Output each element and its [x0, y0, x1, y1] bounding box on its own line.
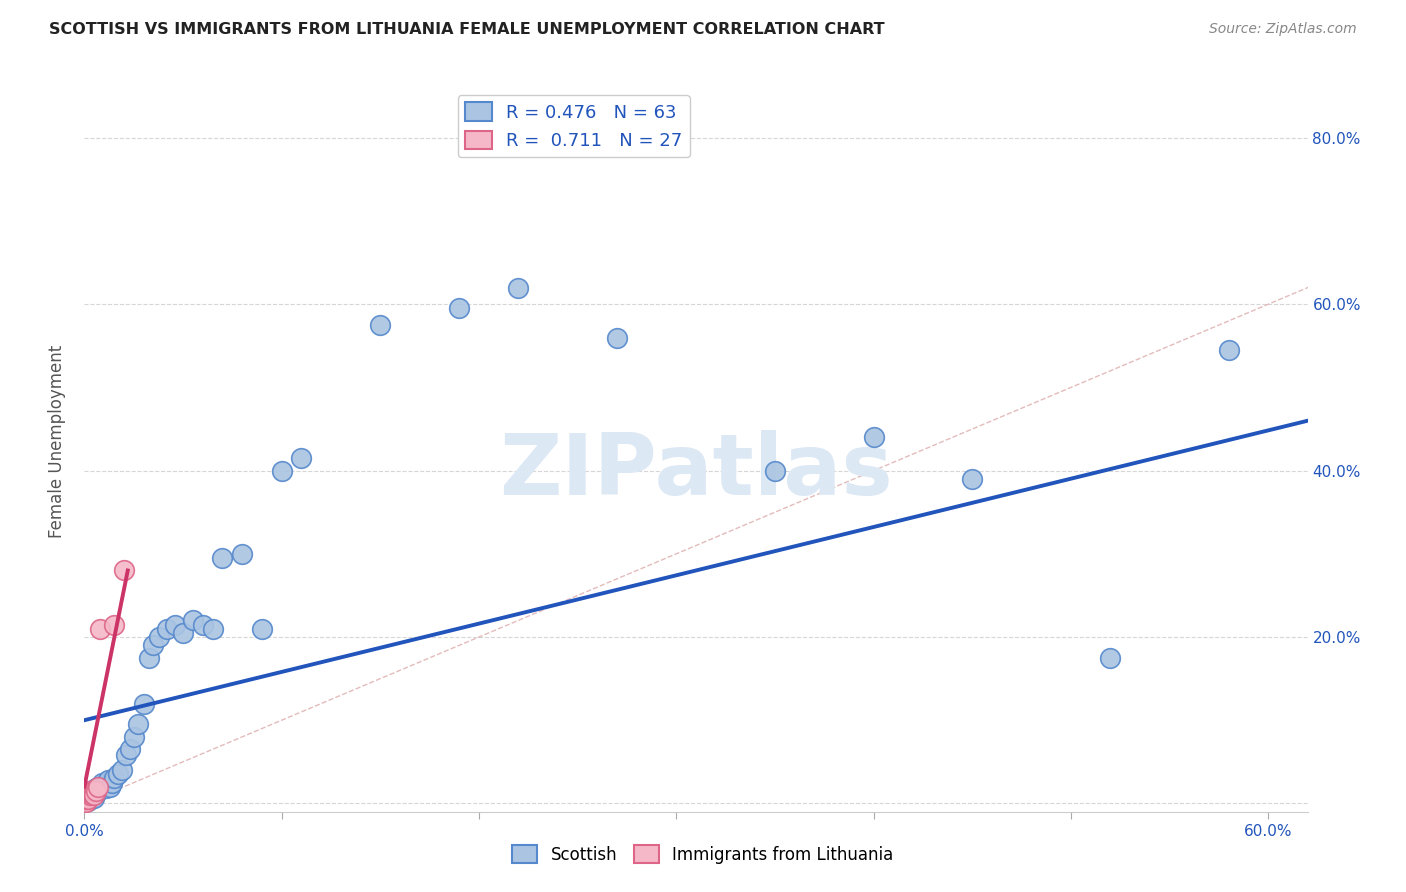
Point: [79, 789, 101, 804]
Point: [83, 784, 105, 798]
Point: [201, 622, 224, 636]
Point: [75, 791, 97, 805]
Point: [77, 792, 100, 806]
Text: ZIPatlas: ZIPatlas: [499, 430, 893, 513]
Point: [82, 784, 104, 798]
Point: [77, 789, 100, 804]
Point: [75, 792, 97, 806]
Legend: R = 0.476   N = 63, R =  0.711   N = 27: R = 0.476 N = 63, R = 0.711 N = 27: [457, 95, 690, 157]
Point: [98, 780, 121, 794]
Point: [82, 786, 104, 800]
Point: [107, 767, 129, 781]
Point: [84, 784, 107, 798]
Point: [101, 775, 124, 789]
Point: [763, 464, 786, 478]
Point: [79, 786, 101, 800]
Point: [77, 790, 100, 805]
Point: [77, 786, 100, 800]
Point: [83, 784, 105, 798]
Point: [84, 786, 107, 800]
Point: [1099, 650, 1122, 665]
Point: [87, 784, 110, 798]
Point: [156, 622, 179, 636]
Point: [103, 617, 125, 632]
Point: [89, 781, 111, 796]
Point: [83, 790, 105, 805]
Point: [75, 795, 97, 809]
Point: [75, 789, 97, 803]
Point: [75, 792, 97, 806]
Point: [118, 742, 141, 756]
Point: [75, 792, 97, 806]
Point: [270, 464, 292, 478]
Point: [94, 781, 117, 796]
Point: [82, 786, 104, 800]
Point: [368, 318, 391, 332]
Point: [114, 748, 136, 763]
Point: [112, 564, 135, 578]
Point: [77, 786, 100, 800]
Y-axis label: Female Unemployment: Female Unemployment: [48, 345, 66, 538]
Point: [75, 789, 97, 804]
Point: [449, 301, 471, 316]
Point: [75, 794, 97, 808]
Point: [290, 451, 312, 466]
Point: [75, 788, 97, 802]
Point: [960, 472, 983, 486]
Point: [75, 793, 97, 807]
Point: [93, 778, 115, 792]
Text: Source: ZipAtlas.com: Source: ZipAtlas.com: [1209, 22, 1357, 37]
Point: [231, 547, 253, 561]
Text: SCOTTISH VS IMMIGRANTS FROM LITHUANIA FEMALE UNEMPLOYMENT CORRELATION CHART: SCOTTISH VS IMMIGRANTS FROM LITHUANIA FE…: [49, 22, 884, 37]
Point: [79, 784, 101, 798]
Point: [75, 789, 97, 804]
Point: [606, 330, 628, 344]
Point: [142, 638, 165, 652]
Point: [89, 622, 111, 636]
Point: [87, 780, 110, 794]
Point: [75, 790, 97, 805]
Point: [127, 717, 149, 731]
Point: [77, 789, 100, 803]
Point: [250, 622, 273, 636]
Point: [77, 792, 100, 806]
Point: [103, 772, 125, 786]
Point: [79, 788, 101, 802]
Point: [77, 784, 100, 798]
Point: [82, 788, 104, 802]
Point: [79, 791, 101, 805]
Point: [122, 730, 145, 744]
Point: [77, 788, 100, 802]
Point: [75, 793, 97, 807]
Point: [111, 763, 134, 777]
Point: [132, 697, 155, 711]
Point: [148, 630, 170, 644]
Point: [181, 614, 204, 628]
Point: [862, 430, 884, 444]
Point: [79, 786, 101, 800]
Point: [82, 790, 104, 805]
Point: [84, 781, 107, 796]
Point: [97, 773, 120, 788]
Point: [91, 775, 114, 789]
Point: [83, 788, 105, 802]
Point: [77, 794, 100, 808]
Point: [138, 650, 160, 665]
Point: [75, 788, 97, 802]
Point: [1218, 343, 1240, 357]
Point: [191, 617, 214, 632]
Point: [75, 791, 97, 805]
Point: [508, 280, 530, 294]
Point: [87, 780, 110, 794]
Point: [75, 794, 97, 808]
Point: [165, 617, 187, 632]
Point: [77, 790, 100, 805]
Point: [211, 551, 233, 566]
Legend: Scottish, Immigrants from Lithuania: Scottish, Immigrants from Lithuania: [506, 838, 900, 871]
Point: [172, 625, 194, 640]
Point: [83, 788, 105, 802]
